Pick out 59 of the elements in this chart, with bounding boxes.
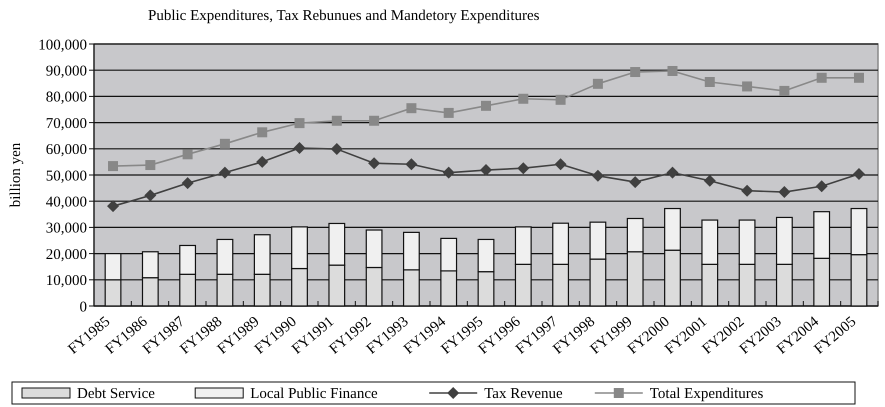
point [182, 149, 193, 160]
y-tick-label: 80,000 [46, 90, 87, 106]
y-tick-label: 90,000 [46, 63, 87, 80]
legend-label: Tax Revenue [484, 386, 564, 402]
legend-label: Debt Service [77, 386, 156, 402]
point [630, 67, 640, 78]
point [480, 164, 492, 176]
point [294, 142, 306, 154]
y-tick-label: 70,000 [46, 116, 87, 132]
point [332, 116, 342, 126]
y-axis-title: billion yen [8, 142, 24, 208]
point [294, 118, 305, 128]
point [444, 108, 454, 118]
point [256, 156, 268, 168]
y-tick-label: 0 [80, 299, 87, 316]
chart-title: Public Expenditures, Tax Rebunues and Mandetory Expenditures [148, 8, 540, 24]
point [779, 86, 790, 96]
point [182, 177, 194, 190]
point [405, 158, 418, 170]
point [257, 127, 268, 138]
point [481, 100, 491, 111]
point [667, 66, 678, 76]
point [704, 174, 716, 187]
point [704, 76, 715, 87]
y-tick-label: 30,000 [46, 220, 87, 237]
y-tick-label: 20,000 [46, 246, 87, 263]
point [816, 72, 827, 83]
point [592, 78, 603, 89]
y-tick-label: 40,000 [46, 194, 87, 210]
point [629, 176, 642, 188]
point [517, 162, 530, 174]
point [369, 116, 380, 126]
point [854, 72, 864, 83]
y-tick-label: 100,000 [38, 37, 87, 54]
point [592, 170, 604, 182]
point [556, 94, 566, 105]
point [852, 168, 865, 180]
point [406, 103, 416, 114]
point [554, 158, 567, 170]
point [107, 200, 120, 212]
y-tick-label: 50,000 [46, 168, 87, 184]
y-tick-label: 60,000 [46, 142, 87, 158]
point [741, 184, 754, 197]
point [144, 189, 156, 202]
legend-label: Total Expenditures [650, 386, 764, 402]
point [778, 186, 790, 198]
y-tick-label: 10,000 [46, 273, 87, 290]
point [518, 94, 528, 104]
point [816, 180, 828, 192]
point [145, 160, 156, 170]
point [742, 81, 752, 92]
point [330, 143, 343, 156]
point [666, 166, 678, 179]
point [108, 161, 118, 172]
point [368, 157, 380, 170]
legend-label: Local Public Finance [250, 386, 378, 402]
point [442, 166, 455, 179]
point [220, 138, 230, 149]
point [218, 166, 231, 179]
